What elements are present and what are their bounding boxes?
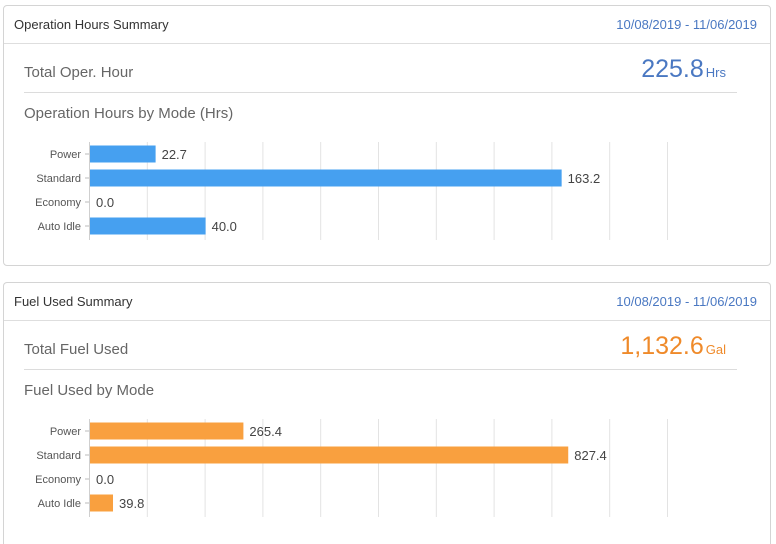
bar xyxy=(90,145,156,163)
total-unit: Gal xyxy=(705,342,726,357)
date-range: 10/08/2019 - 11/06/2019 xyxy=(616,294,757,309)
bar xyxy=(90,217,206,235)
category-label: Auto Idle xyxy=(38,498,81,510)
total-value: 225.8 Hrs xyxy=(641,55,726,84)
data-label: 827.4 xyxy=(574,448,607,463)
fuel-used-chart: Power 265.4 Standard 827.4 Economy 0.0 Auto Id… xyxy=(35,419,668,517)
panel-title: Operation Hours Summary xyxy=(14,17,169,32)
data-label: 0.0 xyxy=(96,195,114,210)
bar xyxy=(90,422,244,440)
data-label: 39.8 xyxy=(119,496,144,511)
data-label: 40.0 xyxy=(212,219,237,234)
divider xyxy=(24,92,737,93)
category-label: Economy xyxy=(35,474,81,486)
total-label: Total Oper. Hour xyxy=(24,64,134,81)
panel-header: Operation Hours Summary 10/08/2019 - 11/… xyxy=(4,6,770,44)
category-label: Power xyxy=(50,426,82,438)
data-label: 265.4 xyxy=(249,424,282,439)
date-range: 10/08/2019 - 11/06/2019 xyxy=(616,17,757,32)
panel-header: Fuel Used Summary 10/08/2019 - 11/06/201… xyxy=(4,283,770,321)
fuel-used-panel: Fuel Used Summary 10/08/2019 - 11/06/201… xyxy=(3,282,771,544)
divider xyxy=(24,369,737,370)
category-label: Standard xyxy=(36,450,81,462)
total-value: 1,132.6 Gal xyxy=(620,332,726,361)
bar xyxy=(90,446,569,464)
bar xyxy=(90,169,562,187)
total-label: Total Fuel Used xyxy=(24,341,129,358)
operation-hours-chart: Power 22.7 Standard 163.2 Economy 0.0 Auto Idl… xyxy=(35,142,668,240)
total-unit: Hrs xyxy=(705,65,726,80)
data-label: 22.7 xyxy=(162,147,187,162)
bar xyxy=(90,494,114,512)
chart-title: Operation Hours by Mode (Hrs) xyxy=(24,105,234,122)
operation-hours-panel: Operation Hours Summary 10/08/2019 - 11/… xyxy=(3,5,771,266)
category-label: Economy xyxy=(35,197,81,209)
category-label: Standard xyxy=(36,173,81,185)
data-label: 163.2 xyxy=(568,171,601,186)
category-label: Power xyxy=(50,149,82,161)
total-number: 225.8 xyxy=(641,55,704,83)
category-label: Auto Idle xyxy=(38,221,81,233)
panel-title: Fuel Used Summary xyxy=(14,294,133,309)
data-label: 0.0 xyxy=(96,472,114,487)
chart-title: Fuel Used by Mode xyxy=(24,382,155,399)
total-number: 1,132.6 xyxy=(620,332,704,360)
